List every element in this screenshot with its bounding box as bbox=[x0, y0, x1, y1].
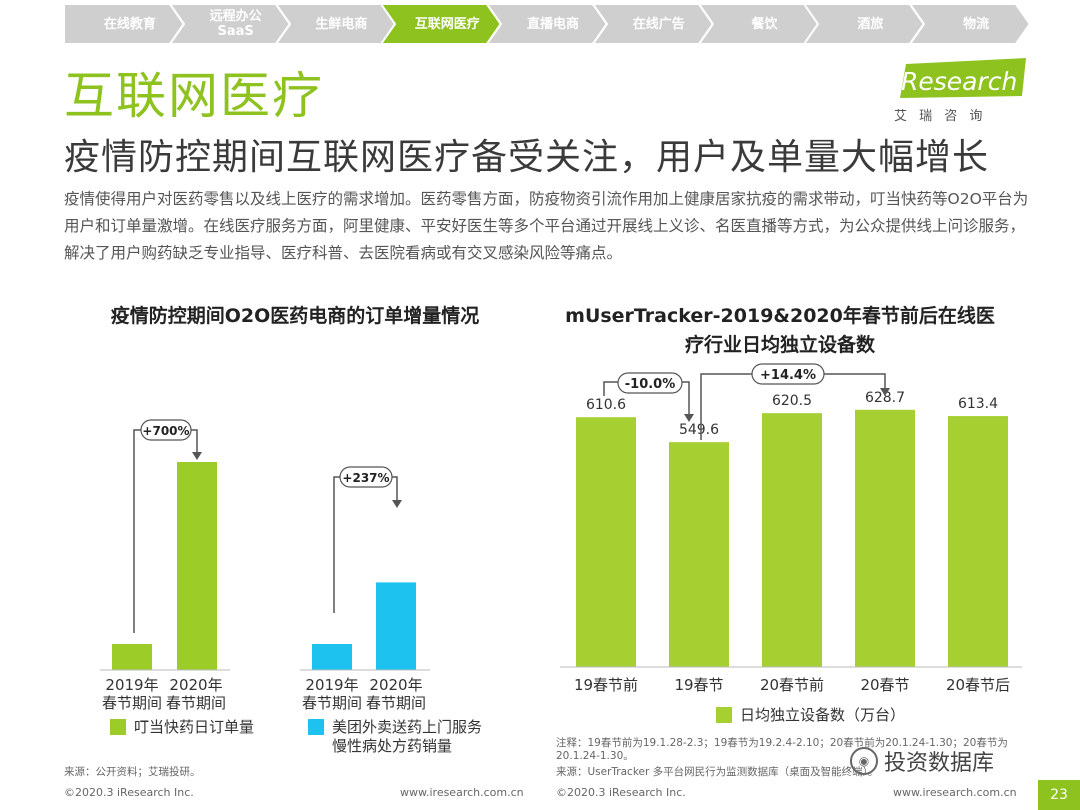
nav-chevron-shape bbox=[698, 4, 819, 44]
iresearch-logo: iResearch 艾 瑞 咨 询 bbox=[890, 58, 1030, 126]
annotation-minus10: -10.0% bbox=[625, 377, 676, 392]
intro-paragraph: 疫情使得用户对医药零售以及线上医疗的需求增加。医药零售方面，防疫物资引流作用加上… bbox=[64, 190, 1029, 262]
nav-item-label: 互联网医疗 bbox=[414, 16, 480, 32]
nav-chevron-shape bbox=[910, 4, 1030, 44]
nav-item-label: 在线教育 bbox=[103, 16, 156, 32]
arrow-700 bbox=[192, 452, 202, 460]
nav-chevron-shape bbox=[487, 4, 607, 44]
watermark: ◉ 投资数据库 bbox=[850, 745, 994, 777]
arrow-minus10 bbox=[684, 414, 694, 422]
value-label-20春节前: 620.5 bbox=[772, 393, 812, 409]
right-chart-title-line2: 疗行业日均独立设备数 bbox=[684, 334, 875, 356]
legend-dingdang: 叮当快药日订单量 bbox=[110, 718, 254, 737]
legend-swatch-green bbox=[110, 719, 126, 735]
bar-20春节 bbox=[855, 409, 915, 667]
value-label-19春节: 549.6 bbox=[679, 422, 719, 438]
nav-item-label: 酒旅 bbox=[857, 16, 884, 32]
left-source: 来源：公开资料；艾瑞投研。 bbox=[64, 766, 201, 778]
legend-meituan: 美团外卖送药上门服务 慢性病处方药销量 bbox=[308, 718, 482, 756]
nav-chevron-shape bbox=[169, 4, 290, 44]
value-label-19春节前: 610.6 bbox=[586, 397, 626, 413]
badge-minus10 bbox=[617, 372, 683, 394]
badge-plus14 bbox=[751, 363, 825, 385]
legend-devices: 日均独立设备数（万台） bbox=[716, 706, 905, 725]
right-chart-title: mUserTracker-2019&2020年春节前后在线医 疗行业日均独立设备… bbox=[545, 302, 1015, 360]
x-label-19春节: 19春节 bbox=[674, 676, 724, 694]
logo-brand-text: iResearch bbox=[894, 67, 1017, 96]
legend-label-devices: 日均独立设备数（万台） bbox=[740, 706, 906, 724]
nav-item-label: 远程办公 SaaS bbox=[209, 9, 262, 39]
badge-700 bbox=[140, 419, 192, 441]
left-chart-plot: +700% +237% bbox=[100, 419, 430, 671]
nav-item-1[interactable]: 远程办公 SaaS bbox=[169, 4, 290, 44]
iresearch-logo-mark: iResearch 艾 瑞 咨 询 bbox=[894, 58, 1026, 124]
arrow-plus14 bbox=[880, 388, 890, 396]
nav-item-6[interactable]: 餐饮 bbox=[698, 4, 819, 44]
nav-chevron-shape bbox=[381, 4, 502, 44]
nav-chevron-shape bbox=[592, 4, 713, 44]
arrow-237 bbox=[392, 500, 402, 508]
x-label-20春节后: 20春节后 bbox=[945, 676, 1011, 694]
nav-item-8[interactable]: 物流 bbox=[910, 4, 1030, 44]
nav-item-7[interactable]: 酒旅 bbox=[804, 4, 925, 44]
nav-item-label: 生鲜电商 bbox=[315, 16, 368, 32]
nav-item-4[interactable]: 直播电商 bbox=[487, 4, 607, 44]
left-xlabel-2: 2020年 春节期间 bbox=[165, 676, 226, 712]
left-footer-copyright: ©2020.3 iResearch Inc. bbox=[64, 786, 194, 799]
left-xlabel-1: 2019年 春节期间 bbox=[101, 676, 162, 712]
right-note: 注释：19春节前为19.1.28-2.3；19春节为19.2.4-2.10；20… bbox=[556, 737, 1008, 762]
nav-item-3[interactable]: 互联网医疗 bbox=[381, 4, 502, 44]
nav-item-label: 物流 bbox=[963, 16, 990, 32]
nav-chevron-shape bbox=[804, 4, 925, 44]
headline: 疫情防控期间互联网医疗备受关注，用户及单量大幅增长 bbox=[64, 137, 990, 178]
bar-20春节前 bbox=[762, 413, 822, 667]
right-footer-url: www.iresearch.com.cn bbox=[893, 786, 1017, 799]
x-label-20春节: 20春节 bbox=[860, 676, 910, 694]
legend-label-meituan: 美团外卖送药上门服务 慢性病处方药销量 bbox=[332, 718, 483, 755]
x-label-19春节前: 19春节前 bbox=[573, 676, 639, 694]
logo-subtitle-text: 艾 瑞 咨 询 bbox=[894, 109, 986, 124]
badge-237 bbox=[339, 466, 393, 488]
bar-dingdang-2020 bbox=[177, 462, 217, 670]
nav-chevron-shape bbox=[64, 4, 184, 44]
right-source: 来源：UserTracker 多平台网民行为监测数据库（桌面及智能终端）。 bbox=[556, 766, 879, 778]
industry-nav: 在线教育 远程办公 SaaS 生鲜电商 互联网医疗 直播电商 在线广告 餐饮 酒旅 物流 bbox=[64, 4, 1030, 44]
left-xlabel-3: 2019年 春节期间 bbox=[301, 676, 362, 712]
page-number: 23 bbox=[1038, 780, 1080, 810]
bar-20春节后 bbox=[948, 416, 1008, 667]
right-chart-plot: 610.6 549.6 620.5 628.7 613.4 -10.0% +14.4% bbox=[560, 363, 1022, 668]
nav-item-2[interactable]: 生鲜电商 bbox=[275, 4, 396, 44]
bar-meituan-2019 bbox=[312, 644, 352, 670]
nav-chevron-shape bbox=[275, 4, 396, 44]
legend-swatch-devices bbox=[716, 707, 732, 723]
value-label-20春节后: 613.4 bbox=[958, 396, 998, 412]
legend-label-dingdang: 叮当快药日订单量 bbox=[134, 718, 255, 736]
wechat-icon: ◉ bbox=[850, 747, 878, 775]
bar-meituan-2020 bbox=[376, 582, 416, 670]
x-label-20春节前: 20春节前 bbox=[759, 676, 825, 694]
bar-19春节 bbox=[669, 442, 729, 667]
right-footer-copyright: ©2020.3 iResearch Inc. bbox=[556, 786, 686, 799]
legend-swatch-blue bbox=[308, 719, 324, 735]
nav-item-label: 在线广告 bbox=[632, 16, 685, 32]
annotation-700: +700% bbox=[142, 424, 189, 438]
nav-item-5[interactable]: 在线广告 bbox=[592, 4, 713, 44]
annotation-plus14: +14.4% bbox=[760, 368, 816, 383]
nav-item-label: 直播电商 bbox=[526, 16, 579, 32]
nav-item-0[interactable]: 在线教育 bbox=[64, 4, 184, 44]
section-title: 互联网医疗 bbox=[64, 67, 324, 125]
bar-19春节前 bbox=[576, 417, 636, 667]
left-footer-url: www.iresearch.com.cn bbox=[400, 786, 524, 799]
value-label-20春节: 628.7 bbox=[865, 390, 905, 406]
watermark-text: 投资数据库 bbox=[884, 751, 995, 776]
right-chart-title-line1: mUserTracker-2019&2020年春节前后在线医 bbox=[565, 305, 995, 327]
left-chart-title: 疫情防控期间O2O医药电商的订单增量情况 bbox=[110, 305, 480, 327]
bar-dingdang-2019 bbox=[112, 644, 152, 670]
nav-item-label: 餐饮 bbox=[751, 16, 778, 32]
annotation-237: +237% bbox=[342, 471, 389, 485]
left-xlabel-4: 2020年 春节期间 bbox=[365, 676, 426, 712]
